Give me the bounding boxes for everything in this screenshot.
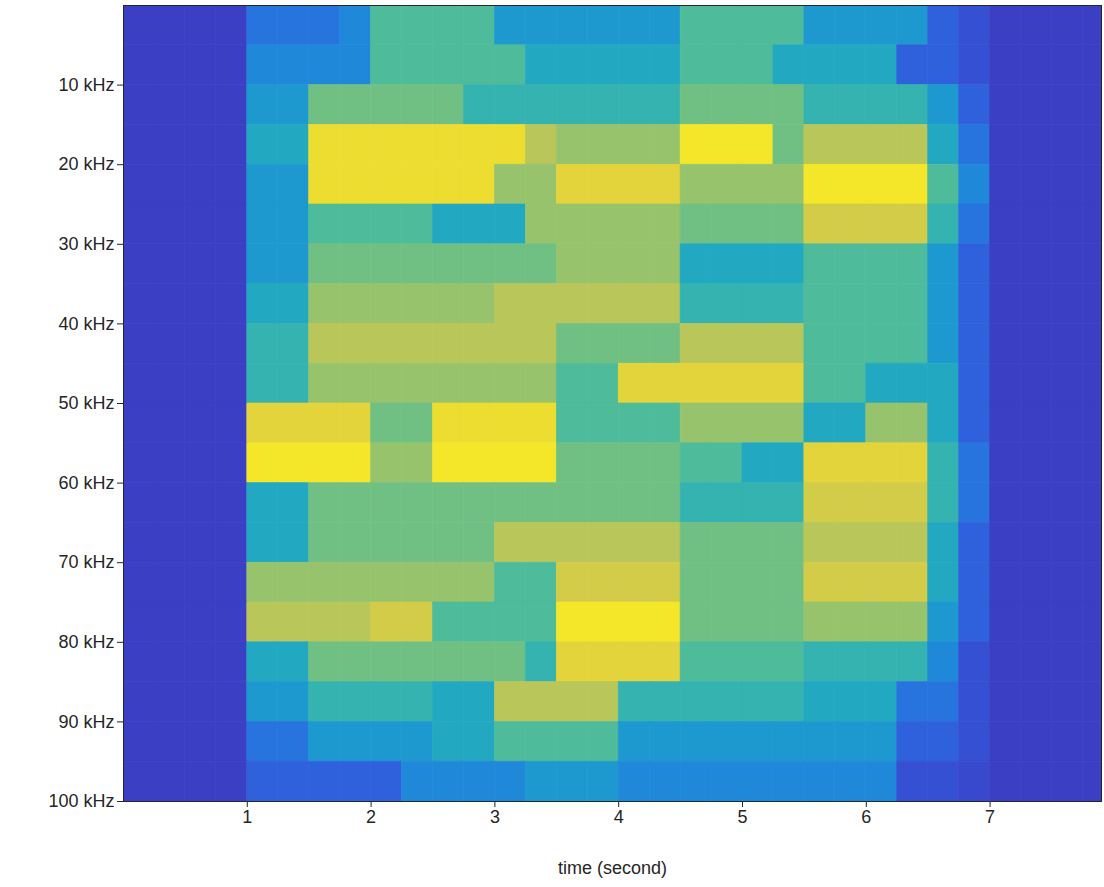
svg-text:20 kHz: 20 kHz — [58, 154, 114, 174]
svg-text:4: 4 — [614, 807, 624, 827]
svg-text:1: 1 — [242, 807, 252, 827]
svg-text:100 kHz: 100 kHz — [48, 791, 114, 811]
svg-text:2: 2 — [366, 807, 376, 827]
svg-text:10 kHz: 10 kHz — [58, 75, 114, 95]
svg-text:70 kHz: 70 kHz — [58, 552, 114, 572]
svg-text:60 kHz: 60 kHz — [58, 473, 114, 493]
svg-text:40 kHz: 40 kHz — [58, 314, 114, 334]
svg-text:7: 7 — [985, 807, 995, 827]
svg-text:50 kHz: 50 kHz — [58, 393, 114, 413]
svg-text:6: 6 — [861, 807, 871, 827]
svg-text:90 kHz: 90 kHz — [58, 712, 114, 732]
svg-text:time (second): time (second) — [558, 858, 667, 878]
svg-text:5: 5 — [737, 807, 747, 827]
svg-text:30 kHz: 30 kHz — [58, 234, 114, 254]
svg-text:80 kHz: 80 kHz — [58, 632, 114, 652]
svg-text:3: 3 — [490, 807, 500, 827]
